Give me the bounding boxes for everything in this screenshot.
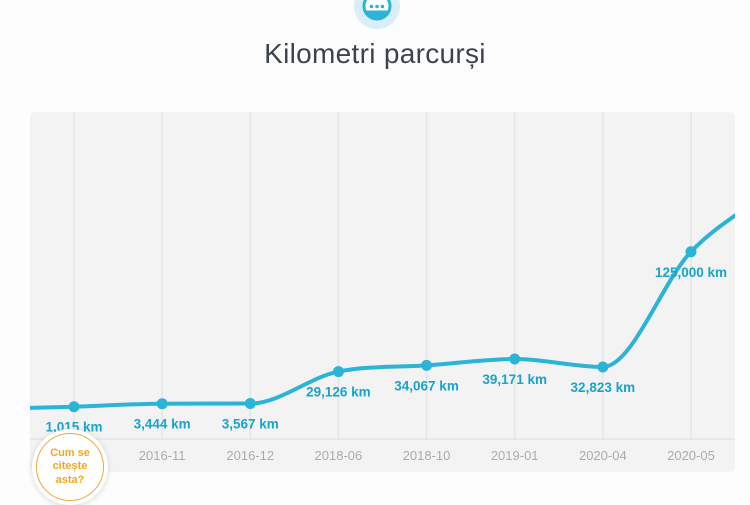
data-point[interactable]: [685, 246, 697, 258]
kilometers-line-chart: 2016-11 2016-12 2018-06 2018-10 2019-01 2020-…: [30, 112, 735, 472]
how-to-read-help-button[interactable]: Cum se citește asta?: [32, 429, 108, 505]
trend-line: [30, 213, 735, 410]
x-axis-label: 2019-01: [491, 448, 539, 463]
x-axis-label: 2020-05: [667, 448, 715, 463]
data-point[interactable]: [68, 401, 80, 413]
data-point[interactable]: [332, 366, 344, 378]
x-axis-label: 2016-11: [139, 448, 186, 463]
data-point[interactable]: [156, 398, 168, 410]
x-axis-label: 2018-10: [403, 448, 451, 463]
data-point-value-label: 39,171 km: [482, 372, 547, 387]
help-button-label: Cum se citește asta?: [50, 447, 90, 486]
data-point-value-label: 29,126 km: [306, 385, 371, 400]
data-point-value-label: 125,000 km: [655, 265, 727, 280]
data-point-value-label: 32,823 km: [571, 380, 636, 395]
data-point-value-label: 34,067 km: [394, 378, 459, 393]
odometer-icon: [362, 0, 392, 21]
data-point-value-label: 3,444 km: [134, 417, 191, 432]
data-point[interactable]: [244, 398, 256, 410]
data-point[interactable]: [421, 359, 433, 371]
page-title: Kilometri parcurși: [264, 38, 486, 69]
data-point[interactable]: [597, 361, 609, 373]
data-point[interactable]: [509, 353, 521, 365]
data-point-value-label: 3,567 km: [222, 417, 279, 432]
x-axis-label: 2020-04: [579, 448, 627, 463]
chart-canvas: 2016-11 2016-12 2018-06 2018-10 2019-01 2020-…: [30, 112, 735, 463]
odometer-icon-badge: [354, 0, 400, 29]
x-axis-label: 2018-06: [315, 448, 363, 463]
x-axis-label: 2016-12: [226, 448, 274, 463]
